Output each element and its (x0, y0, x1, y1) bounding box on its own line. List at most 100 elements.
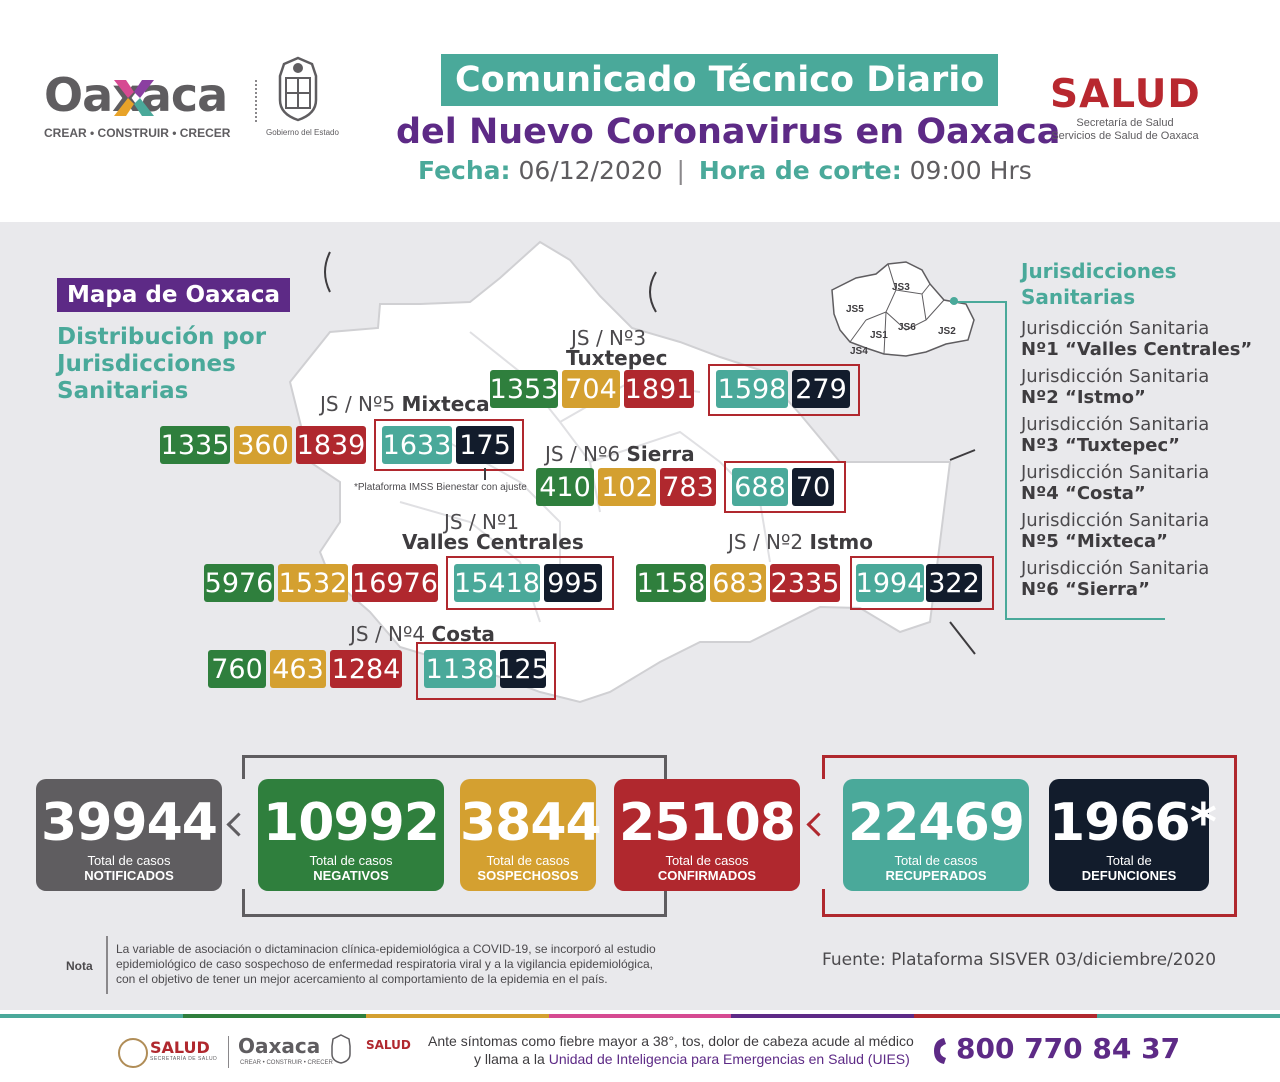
mini-label-js5: JS5 (846, 304, 864, 315)
tuxtepec-sospechosos: 704 (562, 370, 620, 408)
mini-label-js1: JS1 (870, 330, 888, 341)
mini-map: JS3 JS5 JS6 JS1 JS2 JS4 (831, 261, 975, 357)
defunciones-value: 1966* (1049, 793, 1217, 853)
negativos-value: 10992 (263, 793, 440, 853)
source-text: Fuente: Plataforma SISVER 03/diciembre/2… (822, 950, 1217, 970)
phone-number[interactable]: 800 770 84 37 (956, 1032, 1181, 1065)
logo-word: Oaxaca (44, 68, 228, 122)
note-text: La variable de asociación o dictaminacio… (116, 942, 656, 986)
legend-connector-bottom (1005, 618, 1165, 620)
legend-item-4: Jurisdicción Sanitaria Nº4 “Costa” (1021, 462, 1210, 504)
oaxaca-logo: Oaxaca CREAR • CONSTRUIR • CRECER (44, 68, 244, 140)
hora-value: 09:00 Hrs (909, 156, 1032, 185)
mixteca-defunciones: 175 (456, 426, 514, 464)
label-mixteca: JS / Nº5 Mixteca (320, 392, 490, 416)
label-istmo: JS / Nº2 Istmo (728, 530, 874, 554)
sierra-defunciones: 70 (792, 468, 834, 506)
label-valles-b: Valles Centrales (402, 530, 584, 554)
card-notificados: 39944 Total de casos NOTIFICADOS (36, 779, 222, 891)
label-costa: JS / Nº4 Costa (350, 622, 495, 646)
mixteca-footnote: *Plataforma IMSS Bienestar con ajuste (354, 482, 527, 493)
salud-line1: Secretaría de Salud (1076, 117, 1174, 129)
mini-label-js4: JS4 (850, 346, 868, 357)
coat-of-arms-icon (278, 56, 318, 122)
mixteca-confirmados: 1839 (296, 426, 366, 464)
legend-item-6: Jurisdicción Sanitaria Nº6 “Sierra” (1021, 558, 1210, 600)
header: Oaxaca CREAR • CONSTRUIR • CRECER Gobier… (0, 0, 1280, 222)
hora-label: Hora de corte: (698, 156, 902, 185)
main-panel: Mapa de Oaxaca Distribución por Jurisdic… (0, 222, 1280, 1010)
separator: | (676, 156, 685, 185)
istmo-confirmados: 2335 (770, 564, 840, 602)
fecha-label: Fecha: (418, 156, 511, 185)
costa-confirmados: 1284 (330, 650, 402, 688)
note-divider (106, 936, 108, 994)
label-valles-a: JS / Nº1 (444, 510, 520, 534)
mini-label-js2: JS2 (938, 326, 956, 337)
totals-gray-bracket-l1 (242, 755, 245, 779)
costa-frame (416, 642, 556, 700)
mini-label-js6: JS6 (898, 322, 916, 333)
phone-icon (934, 1038, 946, 1064)
note-label: Nota (66, 959, 93, 973)
footer-salud-2: SALUD (366, 1038, 411, 1052)
mixteca-frame (374, 419, 524, 471)
mixteca-sospechosos: 360 (234, 426, 292, 464)
totals-red-bracket-l2 (822, 889, 825, 914)
card-negativos: 10992 Total de casos NEGATIVOS (258, 779, 444, 891)
salud-line2: Servicios de Salud de Oaxaca (1051, 130, 1199, 142)
label-tuxtepec-a: JS / Nº3 (571, 326, 647, 350)
valles-negativos: 5976 (204, 564, 274, 602)
tuxtepec-recuperados: 1598 (716, 370, 788, 408)
salud-word: SALUD (1050, 72, 1201, 117)
footer-oaxaca-sub: CREAR • CONSTRUIR • CRECER (240, 1060, 333, 1066)
card-recuperados: 22469 Total de casos RECUPERADOS (843, 779, 1029, 891)
mixteca-negativos: 1335 (160, 426, 230, 464)
totals-gray-bracket-l2 (242, 889, 245, 914)
page-title: Comunicado Técnico Diario (441, 54, 999, 106)
fecha-value: 06/12/2020 (518, 156, 663, 185)
card-confirmados: 25108 Total de casos CONFIRMADOS (614, 779, 800, 891)
legend-list: Jurisdicción Sanitaria Nº1 “Valles Centra… (1021, 318, 1252, 600)
footer-salud: SALUD (150, 1038, 210, 1057)
map-heading-l2: Jurisdicciones (57, 351, 236, 377)
page-subtitle: del Nuevo Coronavirus en Oaxaca (396, 112, 1061, 152)
valles-frame (446, 556, 614, 610)
sierra-sospechosos: 102 (598, 468, 656, 506)
valles-sospechosos: 1532 (278, 564, 348, 602)
date-line: Fecha: 06/12/2020 | Hora de corte: 09:00… (418, 156, 1032, 185)
footnote-connector (484, 468, 486, 480)
istmo-sospechosos: 683 (710, 564, 766, 602)
logo-tagline: CREAR • CONSTRUIR • CRECER (44, 126, 231, 140)
color-stripe (0, 1014, 1280, 1018)
footer-divider-1 (228, 1036, 229, 1068)
istmo-recuperados: 1994 (856, 564, 924, 602)
recuperados-value: 22469 (848, 793, 1025, 853)
sierra-confirmados: 783 (660, 468, 716, 506)
legend-connector-v (1005, 301, 1007, 619)
salud-logo: SALUD Secretaría de Salud Servicios de S… (1050, 72, 1200, 143)
legend-item-1: Jurisdicción Sanitaria Nº1 “Valles Centra… (1021, 318, 1253, 360)
mini-label-js3: JS3 (892, 282, 910, 293)
logo-divider (255, 80, 259, 122)
sierra-recuperados: 688 (732, 468, 788, 506)
colorful-x-icon (114, 80, 154, 116)
legend-item-5: Jurisdicción Sanitaria Nº5 “Mixteca” (1021, 510, 1210, 552)
footer-oaxaca: Oaxaca (238, 1034, 321, 1058)
sierra-negativos: 410 (536, 468, 594, 506)
legend-connector-dot (950, 297, 958, 305)
costa-recuperados: 1138 (424, 650, 496, 688)
map-tag: Mapa de Oaxaca (57, 278, 291, 312)
legend-connector-h (950, 301, 1006, 303)
eagle-seal-icon (118, 1038, 148, 1068)
footer-salud-sub: SECRETARÍA DE SALUD (150, 1056, 218, 1062)
istmo-negativos: 1158 (636, 564, 706, 602)
costa-negativos: 760 (208, 650, 266, 688)
legend-title: Jurisdicciones Sanitarias (1021, 259, 1177, 309)
map-heading: Distribución por Jurisdicciones Sanitari… (57, 324, 266, 405)
sierra-frame (724, 461, 846, 513)
footer: SALUD SECRETARÍA DE SALUD Oaxaca CREAR •… (0, 1010, 1280, 1082)
totals-red-bracket (822, 755, 1237, 917)
tuxtepec-frame (708, 364, 860, 416)
legend-item-2: Jurisdicción Sanitaria Nº2 “Istmo” (1021, 366, 1210, 408)
